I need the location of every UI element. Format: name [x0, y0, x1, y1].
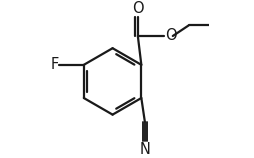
Text: F: F [50, 57, 58, 72]
Text: O: O [165, 28, 177, 43]
Text: N: N [139, 142, 150, 157]
Text: O: O [132, 1, 144, 16]
